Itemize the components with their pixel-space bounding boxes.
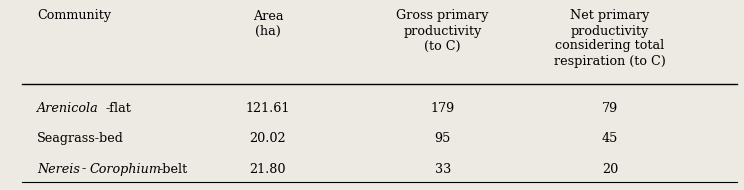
Text: 79: 79 bbox=[602, 102, 618, 115]
Text: Community: Community bbox=[37, 10, 112, 22]
Text: 20.02: 20.02 bbox=[249, 132, 286, 145]
Text: Corophium: Corophium bbox=[89, 163, 161, 176]
Text: Seagrass-bed: Seagrass-bed bbox=[37, 132, 124, 145]
Text: Net primary
productivity
considering total
respiration (to C): Net primary productivity considering tot… bbox=[554, 10, 666, 67]
Text: Gross primary
productivity
(to C): Gross primary productivity (to C) bbox=[397, 10, 489, 52]
Text: 21.80: 21.80 bbox=[249, 163, 286, 176]
Text: Arenicola: Arenicola bbox=[37, 102, 99, 115]
Text: Nereis: Nereis bbox=[37, 163, 80, 176]
Text: -belt: -belt bbox=[158, 163, 187, 176]
Text: 33: 33 bbox=[434, 163, 451, 176]
Text: Area
(ha): Area (ha) bbox=[253, 10, 283, 37]
Text: 20: 20 bbox=[602, 163, 618, 176]
Text: 179: 179 bbox=[431, 102, 455, 115]
Text: 121.61: 121.61 bbox=[246, 102, 290, 115]
Text: 95: 95 bbox=[434, 132, 451, 145]
Text: -: - bbox=[82, 163, 86, 176]
Text: 45: 45 bbox=[602, 132, 618, 145]
Text: -flat: -flat bbox=[106, 102, 132, 115]
